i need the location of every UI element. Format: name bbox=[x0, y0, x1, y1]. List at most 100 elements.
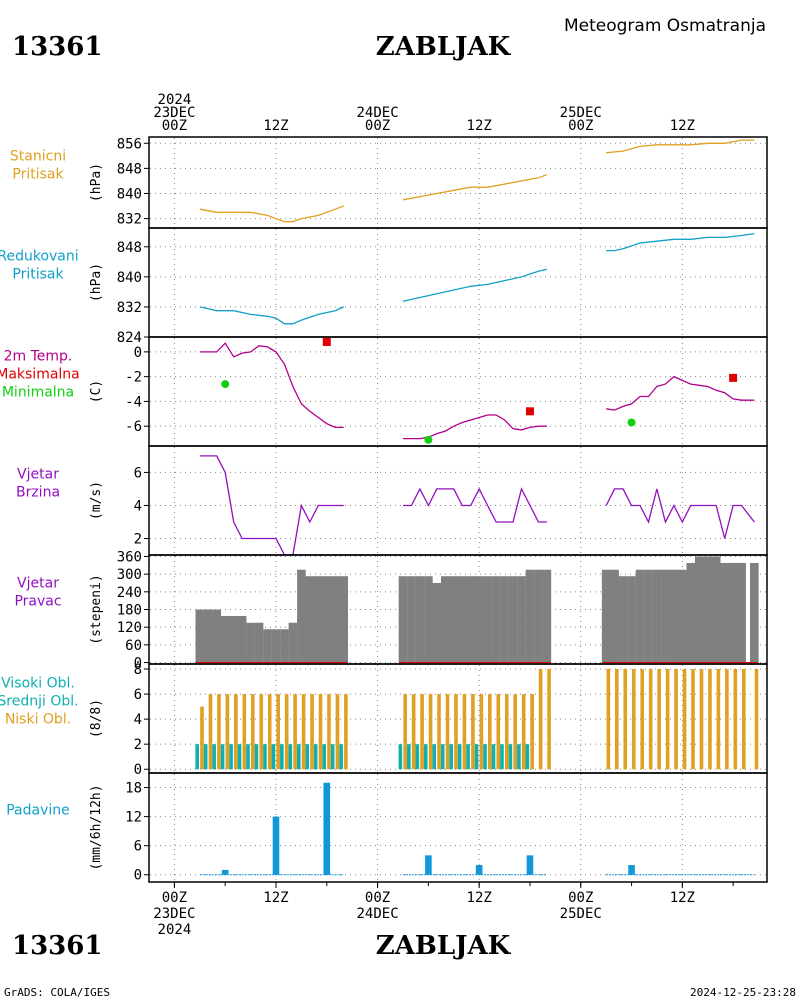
srednji-bar bbox=[237, 744, 242, 770]
precip-bar bbox=[475, 865, 483, 875]
srednji-bar bbox=[508, 744, 513, 770]
srednji-bar bbox=[466, 744, 470, 770]
pravac-bar bbox=[441, 576, 450, 663]
pravac-bar bbox=[288, 622, 298, 663]
pravac-bar bbox=[750, 562, 759, 663]
y-tick-label: -6 bbox=[125, 419, 142, 435]
y-tick-label: 12 bbox=[125, 810, 142, 826]
panel-label: Brzina bbox=[16, 485, 60, 501]
niski-bar bbox=[742, 669, 746, 770]
niski-bar bbox=[445, 694, 450, 770]
pravac-bar bbox=[669, 569, 679, 663]
pravac-bar bbox=[703, 556, 713, 663]
series-line bbox=[606, 232, 755, 252]
niski-bar bbox=[327, 694, 331, 770]
niski-bar bbox=[301, 694, 306, 770]
pravac-bar bbox=[686, 562, 696, 663]
series-group bbox=[199, 782, 755, 876]
srednji-bar bbox=[263, 744, 267, 770]
y-tick-label: 4 bbox=[134, 712, 142, 728]
time-label-top: 2024 bbox=[158, 92, 192, 108]
niski-bar bbox=[530, 694, 534, 770]
niski-bar bbox=[691, 669, 695, 770]
y-tick-label: 856 bbox=[117, 136, 142, 152]
pravac-bar bbox=[237, 615, 247, 663]
niski-bar bbox=[640, 669, 645, 770]
pravac-bar bbox=[457, 576, 467, 663]
pravac-bar bbox=[644, 569, 653, 663]
panel-label: Redukovani bbox=[0, 249, 79, 265]
pravac-bar bbox=[398, 576, 408, 663]
pravac-bar bbox=[407, 576, 416, 663]
pravac-bar bbox=[517, 576, 526, 663]
station-id-bottom: 13361 bbox=[12, 931, 102, 961]
series-line bbox=[606, 139, 755, 154]
series-group bbox=[195, 669, 759, 770]
pravac-bar bbox=[601, 569, 611, 663]
niski-bar bbox=[488, 694, 492, 770]
precip-bar bbox=[526, 855, 534, 875]
y-tick-label: 18 bbox=[125, 781, 142, 797]
panel-label: 2m Temp. bbox=[4, 349, 73, 365]
niski-bar bbox=[217, 694, 221, 770]
niski-bar bbox=[344, 694, 348, 770]
y-axis-label: (hPa) bbox=[89, 263, 104, 302]
pravac-bar bbox=[415, 576, 425, 663]
panel-label: Pritisak bbox=[12, 267, 64, 283]
niski-bar bbox=[462, 694, 467, 770]
srednji-bar bbox=[220, 744, 225, 770]
y-tick-label: 2 bbox=[134, 737, 142, 753]
pravac-bar bbox=[314, 576, 323, 663]
series-group bbox=[199, 139, 755, 223]
pravac-bar bbox=[297, 569, 306, 663]
y-tick-label: 0 bbox=[134, 345, 142, 361]
niski-bar bbox=[716, 669, 721, 770]
srednji-bar bbox=[525, 744, 530, 770]
srednji-bar bbox=[296, 744, 301, 770]
niski-bar bbox=[504, 694, 509, 770]
srednji-bar bbox=[440, 744, 445, 770]
y-tick-label: 0 bbox=[134, 868, 142, 884]
panel-label: Maksimalna bbox=[0, 367, 80, 383]
panel-label: Vjetar bbox=[17, 576, 59, 592]
pravac-bar bbox=[618, 576, 628, 663]
srednji-bar bbox=[432, 744, 437, 770]
pravac-bar bbox=[652, 569, 662, 663]
pravac-bar bbox=[195, 609, 205, 663]
series-line bbox=[199, 205, 344, 223]
max-temp-marker bbox=[322, 337, 331, 346]
pravac-bar bbox=[694, 556, 704, 663]
time-label-bottom: 23DEC bbox=[153, 906, 195, 922]
srednji-bar bbox=[288, 744, 293, 770]
srednji-bar bbox=[398, 744, 403, 770]
precip-bar bbox=[628, 865, 635, 875]
srednji-bar bbox=[474, 744, 479, 770]
panel-label: Visoki Obl. bbox=[1, 676, 75, 692]
niski-bar bbox=[267, 694, 272, 770]
y-tick-label: 6 bbox=[134, 465, 142, 481]
pravac-bar bbox=[466, 576, 475, 663]
panel-label: Pritisak bbox=[12, 167, 64, 183]
srednji-bar bbox=[407, 744, 411, 770]
pravac-bar bbox=[525, 569, 535, 663]
niski-bar bbox=[276, 694, 280, 770]
series-line bbox=[402, 268, 548, 302]
niski-bar bbox=[208, 694, 213, 770]
niski-bar bbox=[674, 669, 678, 770]
srednji-bar bbox=[280, 744, 284, 770]
y-tick-label: 60 bbox=[125, 638, 142, 654]
niski-bar bbox=[293, 694, 297, 770]
niski-bar bbox=[708, 669, 712, 770]
time-label-bottom: 12Z bbox=[670, 890, 695, 906]
niski-bar bbox=[428, 694, 433, 770]
pravac-bar bbox=[203, 609, 213, 663]
pravac-bar bbox=[728, 562, 738, 663]
plot-area: 832840848856(hPa)StanicniPritisak8248328… bbox=[0, 92, 768, 938]
pravac-bar bbox=[305, 576, 315, 663]
pravac-bar bbox=[322, 576, 332, 663]
footer-credit: GrADS: COLA/IGES bbox=[4, 986, 110, 999]
niski-bar bbox=[606, 669, 611, 770]
pravac-bar bbox=[635, 569, 645, 663]
pravac-bar bbox=[534, 569, 543, 663]
